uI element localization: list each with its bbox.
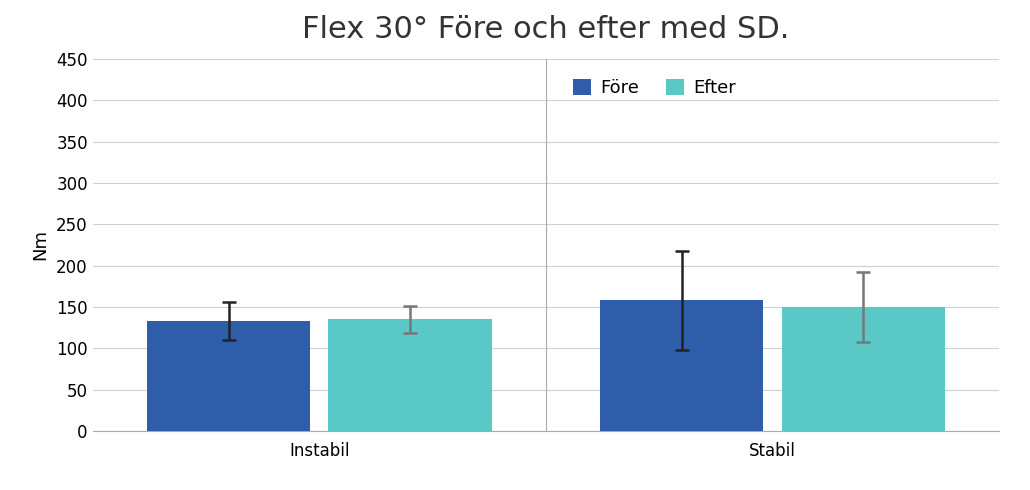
Bar [600,300,763,431]
Bar [147,321,310,431]
Bar [329,319,491,431]
Title: Flex 30° Före och efter med SD.: Flex 30° Före och efter med SD. [302,15,790,44]
Bar [782,307,945,431]
Y-axis label: Nm: Nm [31,229,49,261]
Legend: Före, Efter: Före, Efter [566,72,744,104]
